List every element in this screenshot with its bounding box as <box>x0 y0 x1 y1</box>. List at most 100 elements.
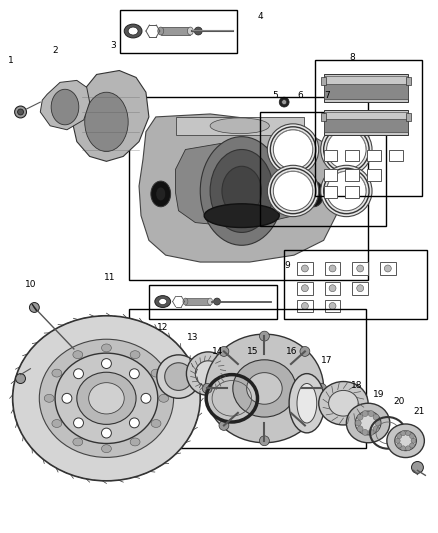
Ellipse shape <box>309 187 319 201</box>
Circle shape <box>194 27 202 35</box>
Ellipse shape <box>158 27 164 35</box>
Bar <box>120 10 237 53</box>
Circle shape <box>406 446 410 451</box>
Ellipse shape <box>205 334 324 443</box>
Circle shape <box>301 285 308 292</box>
Text: 12: 12 <box>157 322 168 332</box>
Bar <box>324 149 337 161</box>
Bar <box>324 110 408 135</box>
Circle shape <box>279 97 289 107</box>
Ellipse shape <box>151 419 161 427</box>
Ellipse shape <box>183 298 188 305</box>
Ellipse shape <box>210 149 273 232</box>
Circle shape <box>401 446 406 451</box>
Circle shape <box>355 420 361 426</box>
Circle shape <box>14 106 26 118</box>
Circle shape <box>317 384 327 393</box>
Ellipse shape <box>210 118 269 134</box>
Ellipse shape <box>102 344 111 352</box>
Ellipse shape <box>233 360 296 417</box>
Bar <box>324 75 408 102</box>
Bar <box>324 119 408 132</box>
Circle shape <box>410 443 414 448</box>
Ellipse shape <box>128 27 138 35</box>
Ellipse shape <box>73 438 83 446</box>
Ellipse shape <box>273 171 313 211</box>
Bar <box>297 262 313 275</box>
Circle shape <box>130 369 139 378</box>
Circle shape <box>301 265 308 272</box>
Circle shape <box>282 100 286 104</box>
Ellipse shape <box>247 373 282 404</box>
Circle shape <box>397 434 402 439</box>
Ellipse shape <box>328 390 358 416</box>
Ellipse shape <box>321 165 372 216</box>
Ellipse shape <box>157 355 200 398</box>
Text: 21: 21 <box>414 407 425 416</box>
Circle shape <box>362 430 368 435</box>
Ellipse shape <box>267 124 319 175</box>
Bar <box>406 113 410 121</box>
Ellipse shape <box>130 351 140 359</box>
Ellipse shape <box>151 369 161 377</box>
Ellipse shape <box>319 382 368 425</box>
Text: 3: 3 <box>110 42 116 50</box>
Bar <box>325 282 340 295</box>
Text: 14: 14 <box>212 348 224 357</box>
Ellipse shape <box>88 383 124 414</box>
Polygon shape <box>176 143 307 225</box>
Bar <box>325 300 340 312</box>
Circle shape <box>357 426 363 432</box>
Ellipse shape <box>327 171 366 211</box>
Circle shape <box>411 438 416 443</box>
Ellipse shape <box>51 89 79 125</box>
Circle shape <box>373 414 379 420</box>
Bar <box>380 262 396 275</box>
Ellipse shape <box>18 109 24 115</box>
Ellipse shape <box>156 187 166 201</box>
Polygon shape <box>72 70 149 161</box>
Ellipse shape <box>346 403 390 443</box>
Bar <box>297 282 313 295</box>
Polygon shape <box>40 80 90 130</box>
Ellipse shape <box>204 204 279 228</box>
Ellipse shape <box>52 369 62 377</box>
Ellipse shape <box>273 130 313 169</box>
Ellipse shape <box>327 130 366 169</box>
Polygon shape <box>139 114 343 262</box>
Ellipse shape <box>395 431 417 450</box>
Circle shape <box>259 436 269 446</box>
Ellipse shape <box>73 351 83 359</box>
Circle shape <box>301 303 308 310</box>
Bar <box>176 117 304 135</box>
Text: 10: 10 <box>25 280 36 289</box>
Circle shape <box>202 384 212 393</box>
Circle shape <box>385 265 391 272</box>
Bar <box>352 262 368 275</box>
Bar <box>352 282 368 295</box>
Text: 7: 7 <box>324 91 329 100</box>
Circle shape <box>300 346 310 357</box>
Bar <box>284 250 427 319</box>
Text: 11: 11 <box>104 273 115 282</box>
Ellipse shape <box>39 339 173 457</box>
Circle shape <box>329 265 336 272</box>
Ellipse shape <box>44 394 54 402</box>
Circle shape <box>62 393 72 403</box>
Bar <box>149 285 277 319</box>
Circle shape <box>16 374 25 384</box>
Ellipse shape <box>159 298 167 304</box>
Circle shape <box>74 369 84 378</box>
Circle shape <box>357 414 363 420</box>
Ellipse shape <box>130 438 140 446</box>
Ellipse shape <box>187 27 193 35</box>
Circle shape <box>102 428 111 438</box>
Ellipse shape <box>387 424 424 457</box>
Ellipse shape <box>321 124 372 175</box>
Bar <box>406 77 410 85</box>
Ellipse shape <box>297 384 317 423</box>
Ellipse shape <box>13 316 200 481</box>
Circle shape <box>406 431 410 435</box>
Text: 15: 15 <box>247 348 258 357</box>
Ellipse shape <box>187 352 230 395</box>
